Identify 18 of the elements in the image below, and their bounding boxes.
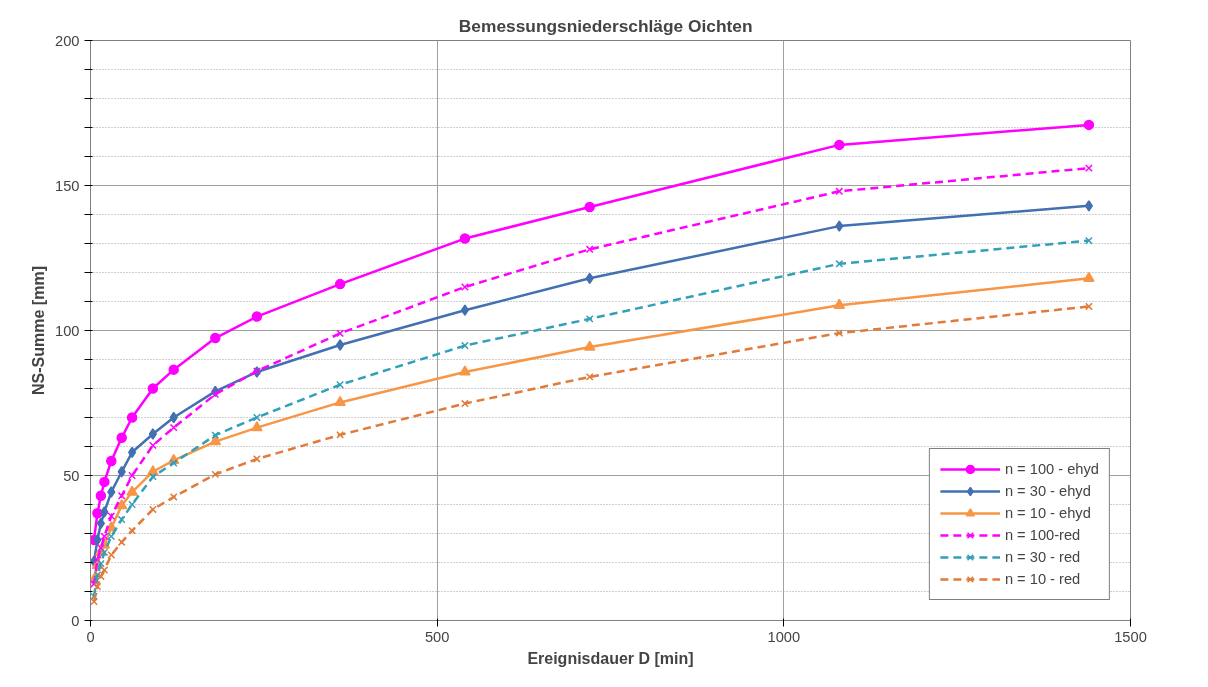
x-axis-title: Ereignisdauer D [min] [527,649,694,667]
legend-label: n = 10 - ehyd [1004,505,1091,521]
x-tick-label: 1000 [767,628,801,645]
y-axis-title: NS-Summe [mm] [30,266,48,395]
legend-label: n = 10 - red [1004,571,1081,587]
y-tick-label: 50 [63,467,80,484]
legend-label: n = 30 - ehyd [1004,483,1091,499]
x-tick-label: 1500 [1114,628,1147,645]
y-tick-label: 100 [55,322,80,339]
y-tick-label: 200 [55,32,80,49]
chart-title: Bemessungsniederschläge Oichten [458,15,753,36]
x-tick-label: 0 [86,628,95,645]
y-tick-label: 0 [71,612,80,629]
legend-label: n = 100 - ehyd [1004,461,1099,477]
legend-label: n = 30 - red [1004,549,1081,565]
legend-label: n = 100-red [1004,527,1081,543]
x-tick-label: 500 [424,628,450,645]
y-tick-label: 150 [55,177,80,194]
